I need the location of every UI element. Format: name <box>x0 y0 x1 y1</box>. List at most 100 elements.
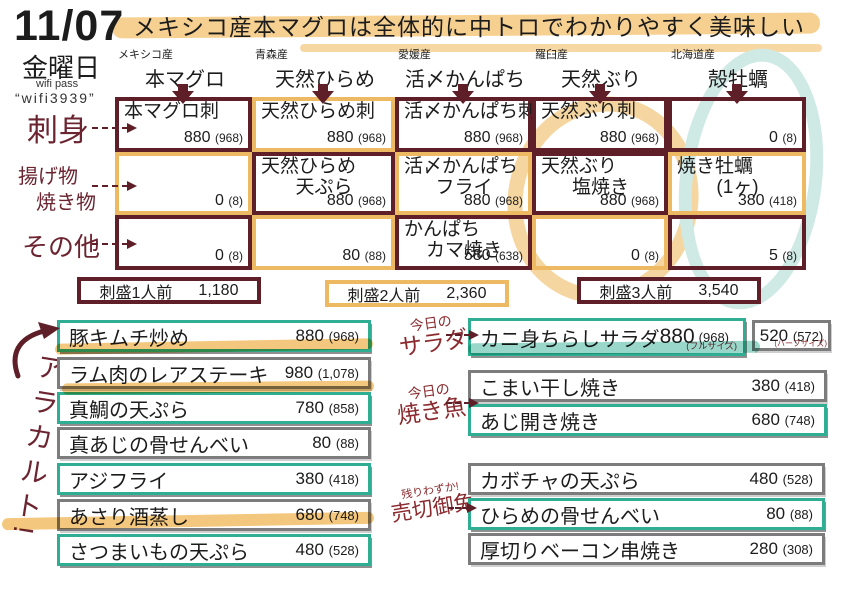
origin-label: メキシコ産 <box>118 49 173 61</box>
item-price: 880 (968) <box>184 129 243 147</box>
headline-highlight-2 <box>300 44 822 52</box>
item-name: あじ開き焼き <box>480 411 600 434</box>
arrow-right-icon <box>92 122 137 133</box>
price: 380 <box>737 192 765 209</box>
origin-label: 羅臼産 <box>535 49 568 61</box>
price: 0 <box>214 247 224 264</box>
platter-1: 刺盛1人前 1,180 <box>77 277 261 304</box>
arrow-right-icon <box>446 397 479 408</box>
arrow-right-icon <box>92 238 137 249</box>
price: 80 <box>342 247 361 264</box>
price: 880 <box>183 129 211 146</box>
item-price: 5 (8) <box>769 247 797 265</box>
menu-cell: 0 (8) <box>115 215 252 270</box>
menu-cell: 80 (88) <box>252 215 395 270</box>
item-price: 480 (528) <box>295 540 359 559</box>
tax-price: (638) <box>494 249 523 263</box>
item-price: 380 (418) <box>751 376 815 395</box>
item-price: 880 (968) <box>464 129 523 147</box>
row-label-agemono: 揚げ物 <box>18 166 78 188</box>
arrow-right-icon <box>92 180 137 191</box>
menu-cell: 焼き牡蠣 (1ヶ) 380 (418) <box>668 152 806 215</box>
item-price: 520 (572) <box>759 325 824 345</box>
item-price: 880 (968) <box>327 129 386 147</box>
list-item: さつまいもの天ぷら 480 (528) <box>57 534 371 566</box>
tax-price: (968) <box>630 131 659 145</box>
price: 880 <box>463 129 491 146</box>
item-name: こまい干し焼き <box>480 377 620 400</box>
list-item: アジフライ 380 (418) <box>57 463 371 495</box>
item-price: 380 (418) <box>738 192 797 210</box>
price: 880 <box>599 192 627 209</box>
item-price: 0 (8) <box>631 247 659 265</box>
arrow-down-icon <box>726 84 748 104</box>
item-name: 活〆かんぱち刺 <box>404 101 538 122</box>
item-price: 0 (8) <box>769 129 797 147</box>
arrow-down-icon <box>312 84 334 104</box>
list-item: カボチャの天ぷら 480 (528) <box>468 463 825 495</box>
menu-cell: 活〆かんぱち刺 880 (968) <box>395 97 538 152</box>
item-price: 880 (968) <box>464 192 523 210</box>
tax-price: (968) <box>357 131 386 145</box>
platter-label: 刺盛1人前 <box>99 284 173 302</box>
curved-arrow-icon <box>12 322 60 379</box>
tax-price: (968) <box>214 131 243 145</box>
column-header-buri: 羅臼産 天然ぶり <box>535 46 667 92</box>
column-name: 殻牡蠣 <box>708 69 768 91</box>
tax-price: (968) <box>494 131 523 145</box>
price: 580 <box>463 247 491 264</box>
wifi-password: “wifi3939” <box>15 90 96 106</box>
item-name: 焼き牡蠣 (1ヶ) <box>677 156 759 198</box>
row-label-yakimono: 焼き物 <box>36 192 96 214</box>
menu-cell: 天然ぶり 塩焼き 880 (968) <box>532 152 668 215</box>
list-item: ひらめの骨せんべい 80 (88) <box>468 498 825 530</box>
item-price: 680 (748) <box>751 410 815 429</box>
item-price: 80 (88) <box>766 504 813 523</box>
tax-price: (968) <box>630 194 659 208</box>
item-price: 0 (8) <box>215 192 243 210</box>
tax-price: (968) <box>357 194 386 208</box>
item-price: 980 (1,078) <box>284 363 359 382</box>
platter-price: 1,180 <box>198 281 239 299</box>
item-name: 本マグロ刺 <box>124 101 220 122</box>
origin-label: 愛媛産 <box>398 49 431 61</box>
column-header-hirame: 青森産 天然ひらめ <box>255 46 395 92</box>
item-name: 天然ひらめ 天ぷら <box>261 156 357 198</box>
weekday: 金曜日 <box>22 53 101 83</box>
item-name: ひらめの骨せんべい <box>480 505 660 528</box>
tax-price: (8) <box>644 249 659 263</box>
list-item: こまい干し焼き 380 (418) <box>468 370 827 402</box>
item-name: 真あじの骨せんべい <box>69 434 249 457</box>
item-price: 880 (968) <box>600 129 659 147</box>
arrow-right-icon <box>446 329 479 340</box>
menu-cell: 天然ぶり刺 880 (968) <box>532 97 668 152</box>
list-item: 厚切りベーコン串焼き 280 (308) <box>468 533 825 565</box>
item-price: 580 (638) <box>464 247 523 265</box>
menu-cell: 0 (8) <box>532 215 668 270</box>
item-price: 80 (88) <box>342 247 386 265</box>
platter-label: 刺盛2人前 <box>347 287 421 305</box>
price: 0 <box>630 247 640 264</box>
platter-2: 刺盛2人前 2,360 <box>325 280 509 307</box>
platter-label: 刺盛3人前 <box>599 284 673 302</box>
item-name: カボチャの天ぷら <box>480 470 640 493</box>
origin-label: 北海道産 <box>671 49 715 61</box>
column-name: 活〆かんぱち <box>405 69 525 91</box>
item-price: 80 (88) <box>312 433 359 452</box>
salad-half-item: 520 (572) (ハーフサイズ) <box>752 320 831 351</box>
item-name: 真鯛の天ぷら <box>69 399 189 422</box>
menu-cell: 天然ひらめ刺 880 (968) <box>252 97 395 152</box>
platter-price: 2,360 <box>446 284 487 302</box>
list-item: 真あじの骨せんべい 80 (88) <box>57 427 371 459</box>
list-item: 真鯛の天ぷら 780 (858) <box>57 392 371 424</box>
price: 880 <box>599 129 627 146</box>
arrow-down-icon <box>452 84 474 104</box>
item-price: 380 (418) <box>295 469 359 488</box>
arrow-down-icon <box>172 84 194 104</box>
headline: メキシコ産本マグロは全体的に中トロでわかりやすく美味しい <box>133 14 805 40</box>
item-name: 活〆かんぱち フライ <box>404 156 519 198</box>
tax-price: (8) <box>782 249 797 263</box>
item-price: 280 (308) <box>749 539 813 558</box>
soldout-section-label: 残りわずか! 売切御免 <box>389 480 477 526</box>
